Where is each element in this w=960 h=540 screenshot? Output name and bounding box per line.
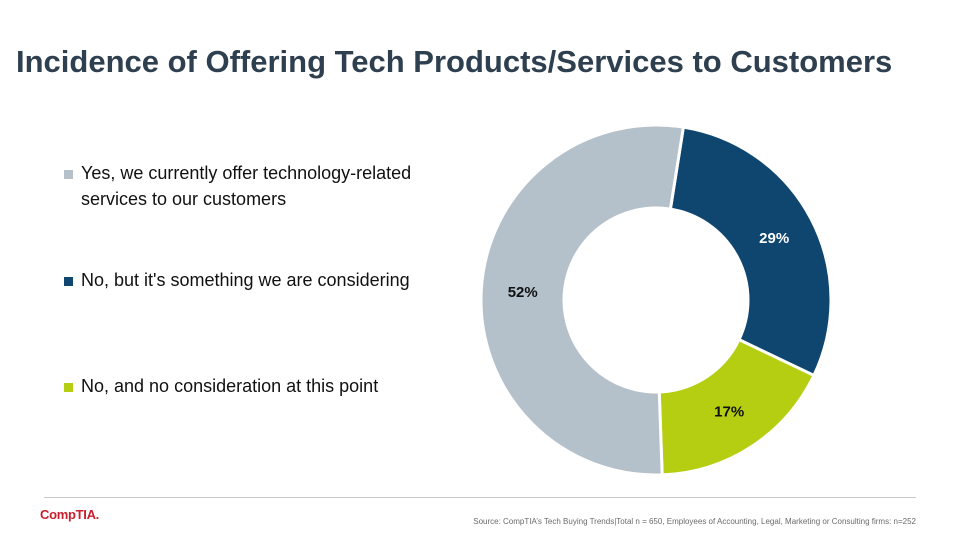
legend-swatch-no — [64, 383, 73, 392]
donut-slice-1 — [668, 125, 833, 378]
donut-slice-0 — [479, 123, 686, 477]
footer-divider — [44, 497, 916, 498]
legend-item-yes: Yes, we currently offer technology-relat… — [64, 160, 464, 212]
page-title: Incidence of Offering Tech Products/Serv… — [16, 44, 893, 79]
legend-swatch-considering — [64, 277, 73, 286]
legend-item-no: No, and no consideration at this point — [64, 373, 464, 399]
data-label-2: 17% — [714, 404, 744, 421]
legend-label-no: No, and no consideration at this point — [81, 376, 379, 396]
comptia-logo: CompTIA. — [40, 507, 99, 522]
donut-slice-2 — [657, 337, 816, 477]
legend-label-considering: No, but it's something we are considerin… — [81, 270, 410, 290]
donut-chart: 29% 17% 52% — [479, 123, 833, 477]
data-label-1: 29% — [759, 230, 789, 247]
legend-label-yes: Yes, we currently offer technology-relat… — [81, 163, 412, 209]
source-note: Source: CompTIA’s Tech Buying Trends|Tot… — [473, 517, 916, 526]
legend-swatch-yes — [64, 170, 73, 179]
data-label-0: 52% — [508, 284, 538, 301]
legend-item-considering: No, but it's something we are considerin… — [64, 267, 464, 293]
